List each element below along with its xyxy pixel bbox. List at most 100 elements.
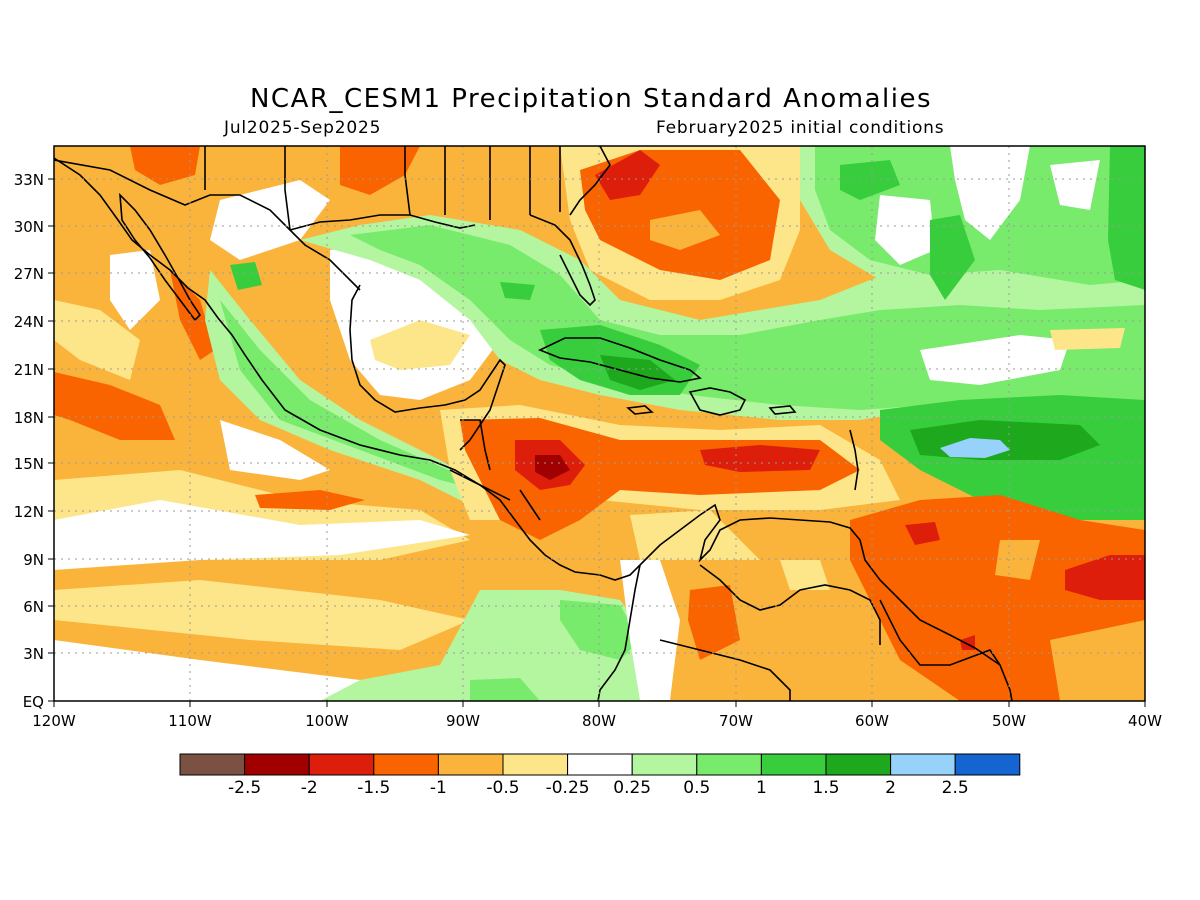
lon-label: 90W <box>446 712 480 730</box>
white-region <box>110 250 160 330</box>
initial-conditions: February2025 initial conditions <box>656 118 945 138</box>
colorbar-tick-label: -0.25 <box>546 778 590 798</box>
us-east-coast <box>569 146 611 216</box>
white-region <box>620 560 680 700</box>
lesser-antilles <box>849 429 859 491</box>
us-state-lines <box>204 146 561 231</box>
lon-label: 60W <box>855 712 889 730</box>
green-core <box>930 215 975 300</box>
lat-label: 12N <box>14 503 44 521</box>
lon-label: 120W <box>32 712 76 730</box>
lon-label: 50W <box>992 712 1026 730</box>
colorbar-tick-label: -2 <box>301 778 318 798</box>
white-region <box>950 146 1030 240</box>
lon-label: 70W <box>719 712 753 730</box>
blue-core <box>940 438 1010 458</box>
orange-region <box>255 490 365 510</box>
colorbar-swatch <box>502 753 569 776</box>
pale-yellow-region <box>54 580 470 650</box>
white-region <box>220 420 330 480</box>
light-orange-core <box>650 210 720 250</box>
lat-label: 3N <box>23 645 44 663</box>
green-band <box>560 600 640 660</box>
colorbar-tick-label: -0.5 <box>486 778 519 798</box>
graticule <box>54 146 1145 701</box>
colorbar-tick-label: 1 <box>756 778 767 798</box>
colorbar-tick-label: -2.5 <box>228 778 261 798</box>
colorbar-tick-label: -1 <box>430 778 447 798</box>
green-core <box>1108 146 1145 290</box>
colorbar: -2.5 -2 -1.5 -1 -0.5 -0.25 0.25 0.5 1 1.5 2 2.5 <box>179 753 1021 798</box>
anomaly-field <box>54 146 1145 701</box>
colorbar-swatch <box>890 753 956 776</box>
longitude-labels: 120W 110W 100W 90W 80W 70W 60W 50W 40W <box>32 712 1162 730</box>
lat-label: 6N <box>23 598 44 616</box>
colorbar-swatch <box>373 753 439 776</box>
lat-label: 24N <box>14 313 44 331</box>
pale-yellow-region <box>630 510 760 560</box>
orange-region <box>688 585 740 660</box>
green-core <box>500 282 535 300</box>
colorbar-swatch <box>631 753 698 776</box>
orange-region <box>54 372 175 440</box>
white-region <box>1050 160 1100 210</box>
pale-yellow-region <box>780 560 830 590</box>
us-mexico-border <box>54 159 361 291</box>
colorbar-swatch <box>567 753 633 776</box>
colorbar-swatch <box>244 753 310 776</box>
cuba <box>538 337 702 383</box>
south-america-coastline <box>639 503 1013 701</box>
colorbar-swatch <box>437 753 504 776</box>
map-title: NCAR_CESM1 Precipitation Standard Anomal… <box>249 84 933 114</box>
pale-yellow-region <box>1050 328 1125 350</box>
lat-label: 21N <box>14 361 44 379</box>
red-core <box>700 445 820 472</box>
red-core <box>595 150 660 200</box>
lat-label: 15N <box>14 455 44 473</box>
guyana-border <box>879 599 1001 666</box>
colorbar-tick-label: 1.5 <box>812 778 839 798</box>
colombia-border <box>659 639 791 701</box>
lat-label: 27N <box>14 265 44 283</box>
green-core <box>600 355 675 390</box>
lat-label: 33N <box>14 171 44 189</box>
pacific-coast-south-america <box>597 564 641 701</box>
white-region <box>54 500 470 570</box>
green-core <box>910 420 1100 460</box>
colorbar-swatch <box>825 753 892 776</box>
light-orange-core <box>1050 620 1145 701</box>
central-america-borders <box>449 419 541 521</box>
pale-yellow-region <box>54 300 140 380</box>
lat-label: 30N <box>14 218 44 236</box>
colorbar-tick-label: 0.5 <box>683 778 710 798</box>
green-band <box>470 678 540 701</box>
colorbar-swatch <box>308 753 375 776</box>
venezuela-border <box>699 564 881 645</box>
green-core <box>840 160 900 200</box>
orange-region <box>340 146 420 195</box>
lon-label: 40W <box>1128 712 1162 730</box>
orange-region <box>130 146 200 185</box>
red-core <box>1065 555 1145 600</box>
gulf-of-mexico-coast <box>289 214 506 451</box>
colorbar-swatch <box>760 753 827 776</box>
latitude-labels: EQ 3N 6N 9N 12N 15N 18N 21N 24N 27N 30N … <box>14 171 44 711</box>
colorbar-tick-label: 2 <box>885 778 896 798</box>
green-core <box>230 262 262 290</box>
colorbar-swatch <box>696 753 762 776</box>
coastlines <box>54 146 1013 701</box>
colorbar-tick-label: 0.25 <box>613 778 651 798</box>
lon-label: 110W <box>168 712 212 730</box>
baja-california <box>119 192 202 322</box>
tick-marks <box>48 178 1146 707</box>
red-core <box>535 455 570 480</box>
north-america-coastline <box>54 157 641 581</box>
lon-label: 80W <box>582 712 616 730</box>
lon-label: 100W <box>305 712 349 730</box>
pale-yellow-region <box>370 320 470 370</box>
lat-label: EQ <box>23 693 44 711</box>
jamaica <box>626 405 654 415</box>
florida <box>529 214 596 307</box>
forecast-period: Jul2025-Sep2025 <box>224 118 382 138</box>
